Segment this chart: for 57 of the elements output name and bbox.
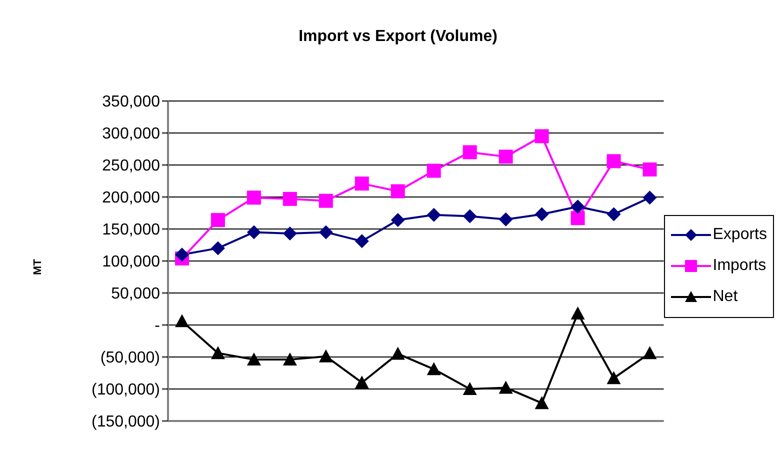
y-tick-label: 50,000 xyxy=(111,286,160,303)
point xyxy=(390,184,405,198)
point xyxy=(210,241,225,256)
point xyxy=(246,352,261,366)
y-tick-label: 250,000 xyxy=(102,158,160,175)
point xyxy=(354,234,369,248)
y-tick-label: 300,000 xyxy=(102,126,160,143)
point xyxy=(606,371,621,384)
y-tick-label: 350,000 xyxy=(102,94,160,111)
legend-label: Exports xyxy=(712,226,767,244)
point xyxy=(534,207,549,222)
point xyxy=(642,190,657,205)
chart-title: Import vs Export (Volume) xyxy=(298,28,498,46)
point xyxy=(570,211,585,226)
point xyxy=(570,306,585,320)
y-tick-label: 150,000 xyxy=(102,222,160,239)
point xyxy=(606,154,621,168)
point xyxy=(426,362,441,376)
point xyxy=(210,346,225,360)
point xyxy=(498,150,513,164)
point xyxy=(534,129,549,144)
legend-label: Net xyxy=(712,288,738,306)
y-tick-label: (50,000) xyxy=(100,350,160,367)
point xyxy=(175,248,189,262)
y-tick-label: - xyxy=(154,318,160,335)
point xyxy=(426,164,441,178)
point xyxy=(282,352,297,366)
point xyxy=(534,396,549,410)
point xyxy=(498,380,513,394)
point xyxy=(318,225,333,240)
y-axis-title: MT xyxy=(32,259,44,275)
y-tick-label: 100,000 xyxy=(102,254,160,271)
point xyxy=(462,382,477,395)
point xyxy=(282,192,297,206)
point xyxy=(570,200,585,214)
point xyxy=(210,213,225,228)
point xyxy=(606,207,621,222)
point xyxy=(175,314,189,328)
point xyxy=(354,176,369,191)
y-tick-label: 200,000 xyxy=(102,190,160,207)
point xyxy=(462,209,477,224)
y-tick-label: (150,000) xyxy=(92,414,160,431)
point xyxy=(246,190,261,205)
point xyxy=(462,145,477,160)
point xyxy=(318,194,333,208)
y-tick-label: (100,000) xyxy=(92,382,160,399)
point xyxy=(498,212,513,226)
point xyxy=(642,346,657,360)
point xyxy=(390,213,405,228)
point xyxy=(390,346,405,360)
point xyxy=(426,208,441,222)
point xyxy=(318,349,333,362)
point xyxy=(642,162,657,176)
legend-label: Imports xyxy=(712,257,766,275)
point xyxy=(282,226,297,240)
point xyxy=(246,225,261,240)
point xyxy=(354,376,369,389)
